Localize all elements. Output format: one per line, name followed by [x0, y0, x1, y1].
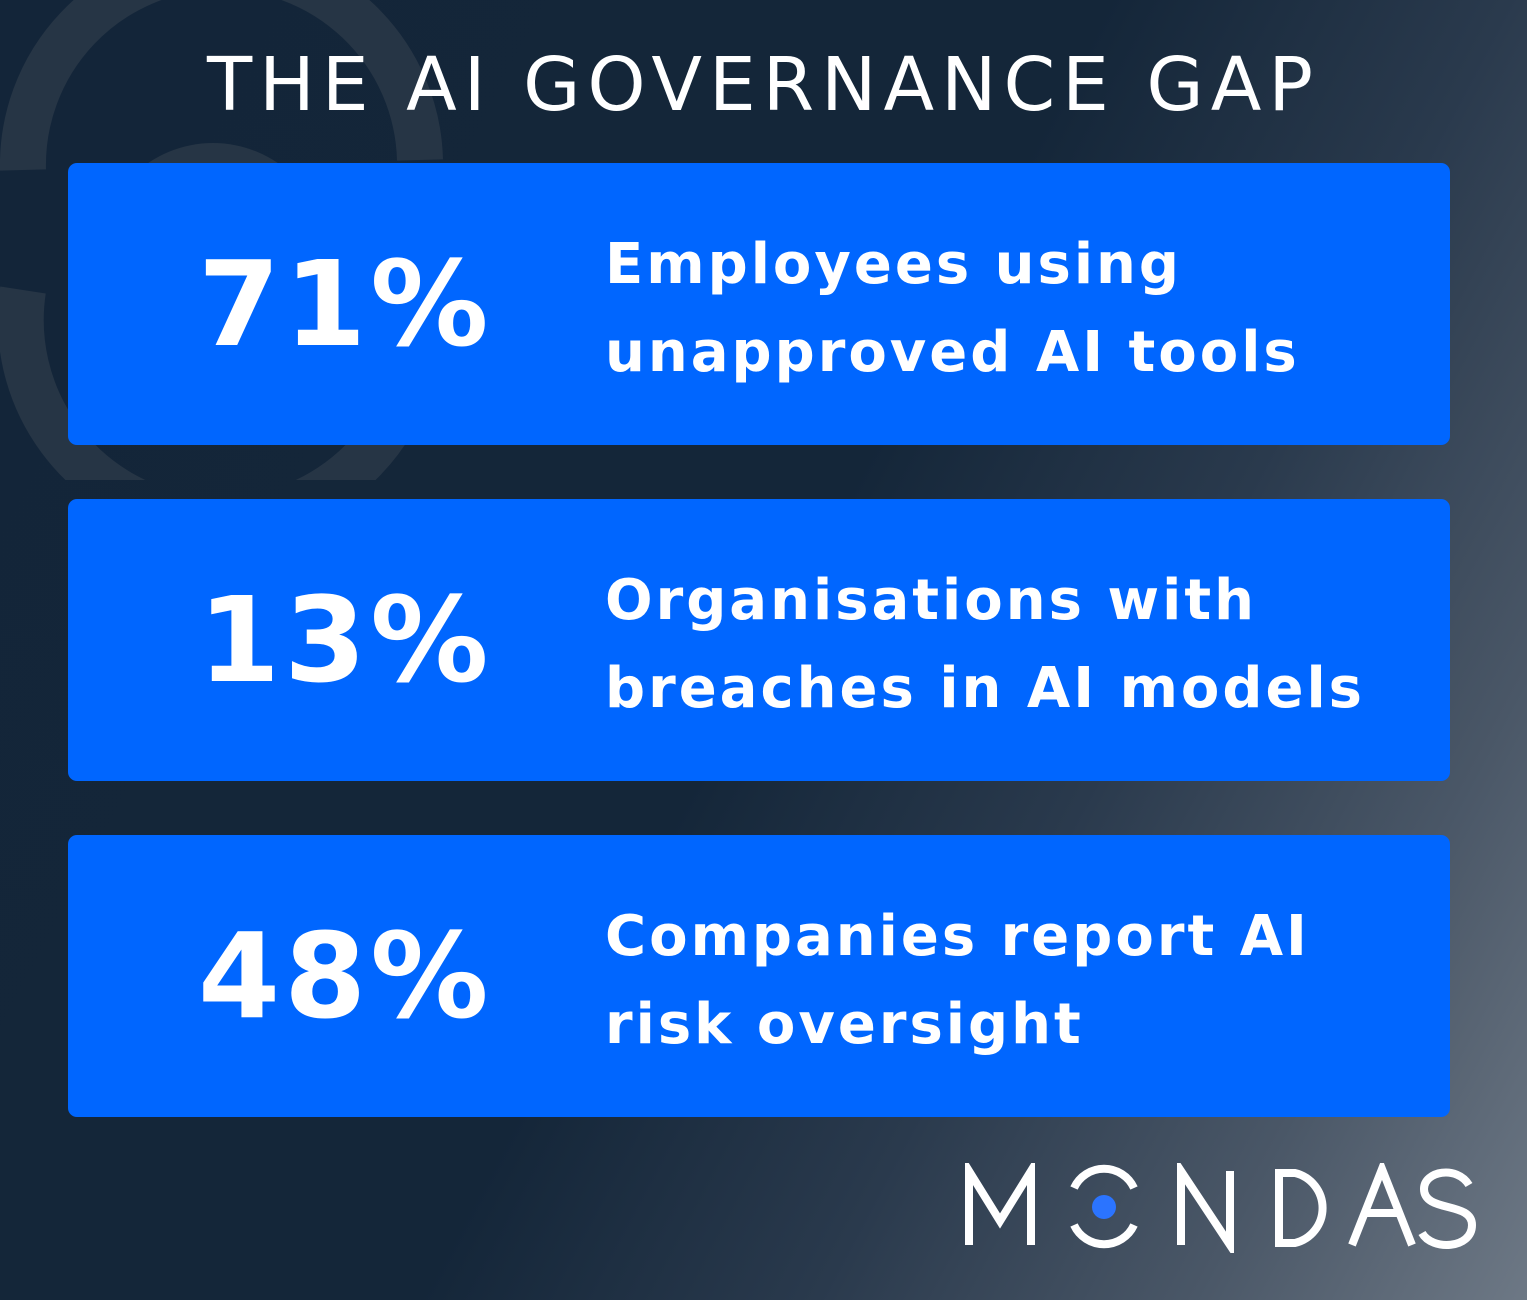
stat-line: Employees using	[605, 232, 1182, 297]
stat-line: Companies report AI	[605, 904, 1310, 969]
stat-description: Organisations with breaches in AI models	[605, 557, 1365, 733]
stat-card: 48% Companies report AI risk oversight	[68, 835, 1450, 1117]
stat-value: 71%	[198, 235, 493, 373]
stat-value: 13%	[198, 571, 493, 709]
stat-line: Organisations with	[605, 568, 1257, 633]
stat-description: Companies report AI risk oversight	[605, 893, 1310, 1069]
stat-description: Employees using unapproved AI tools	[605, 221, 1300, 397]
stat-value: 48%	[198, 907, 493, 1045]
mondas-logo	[965, 1163, 1477, 1253]
stat-card: 71% Employees using unapproved AI tools	[68, 163, 1450, 445]
stat-line: unapproved AI tools	[605, 320, 1300, 385]
stat-line: risk oversight	[605, 992, 1084, 1057]
logo-dot-icon	[1092, 1195, 1116, 1219]
stat-line: breaches in AI models	[605, 656, 1365, 721]
page-title: THE AI GOVERNANCE GAP	[206, 42, 1321, 128]
stat-card: 13% Organisations with breaches in AI mo…	[68, 499, 1450, 781]
